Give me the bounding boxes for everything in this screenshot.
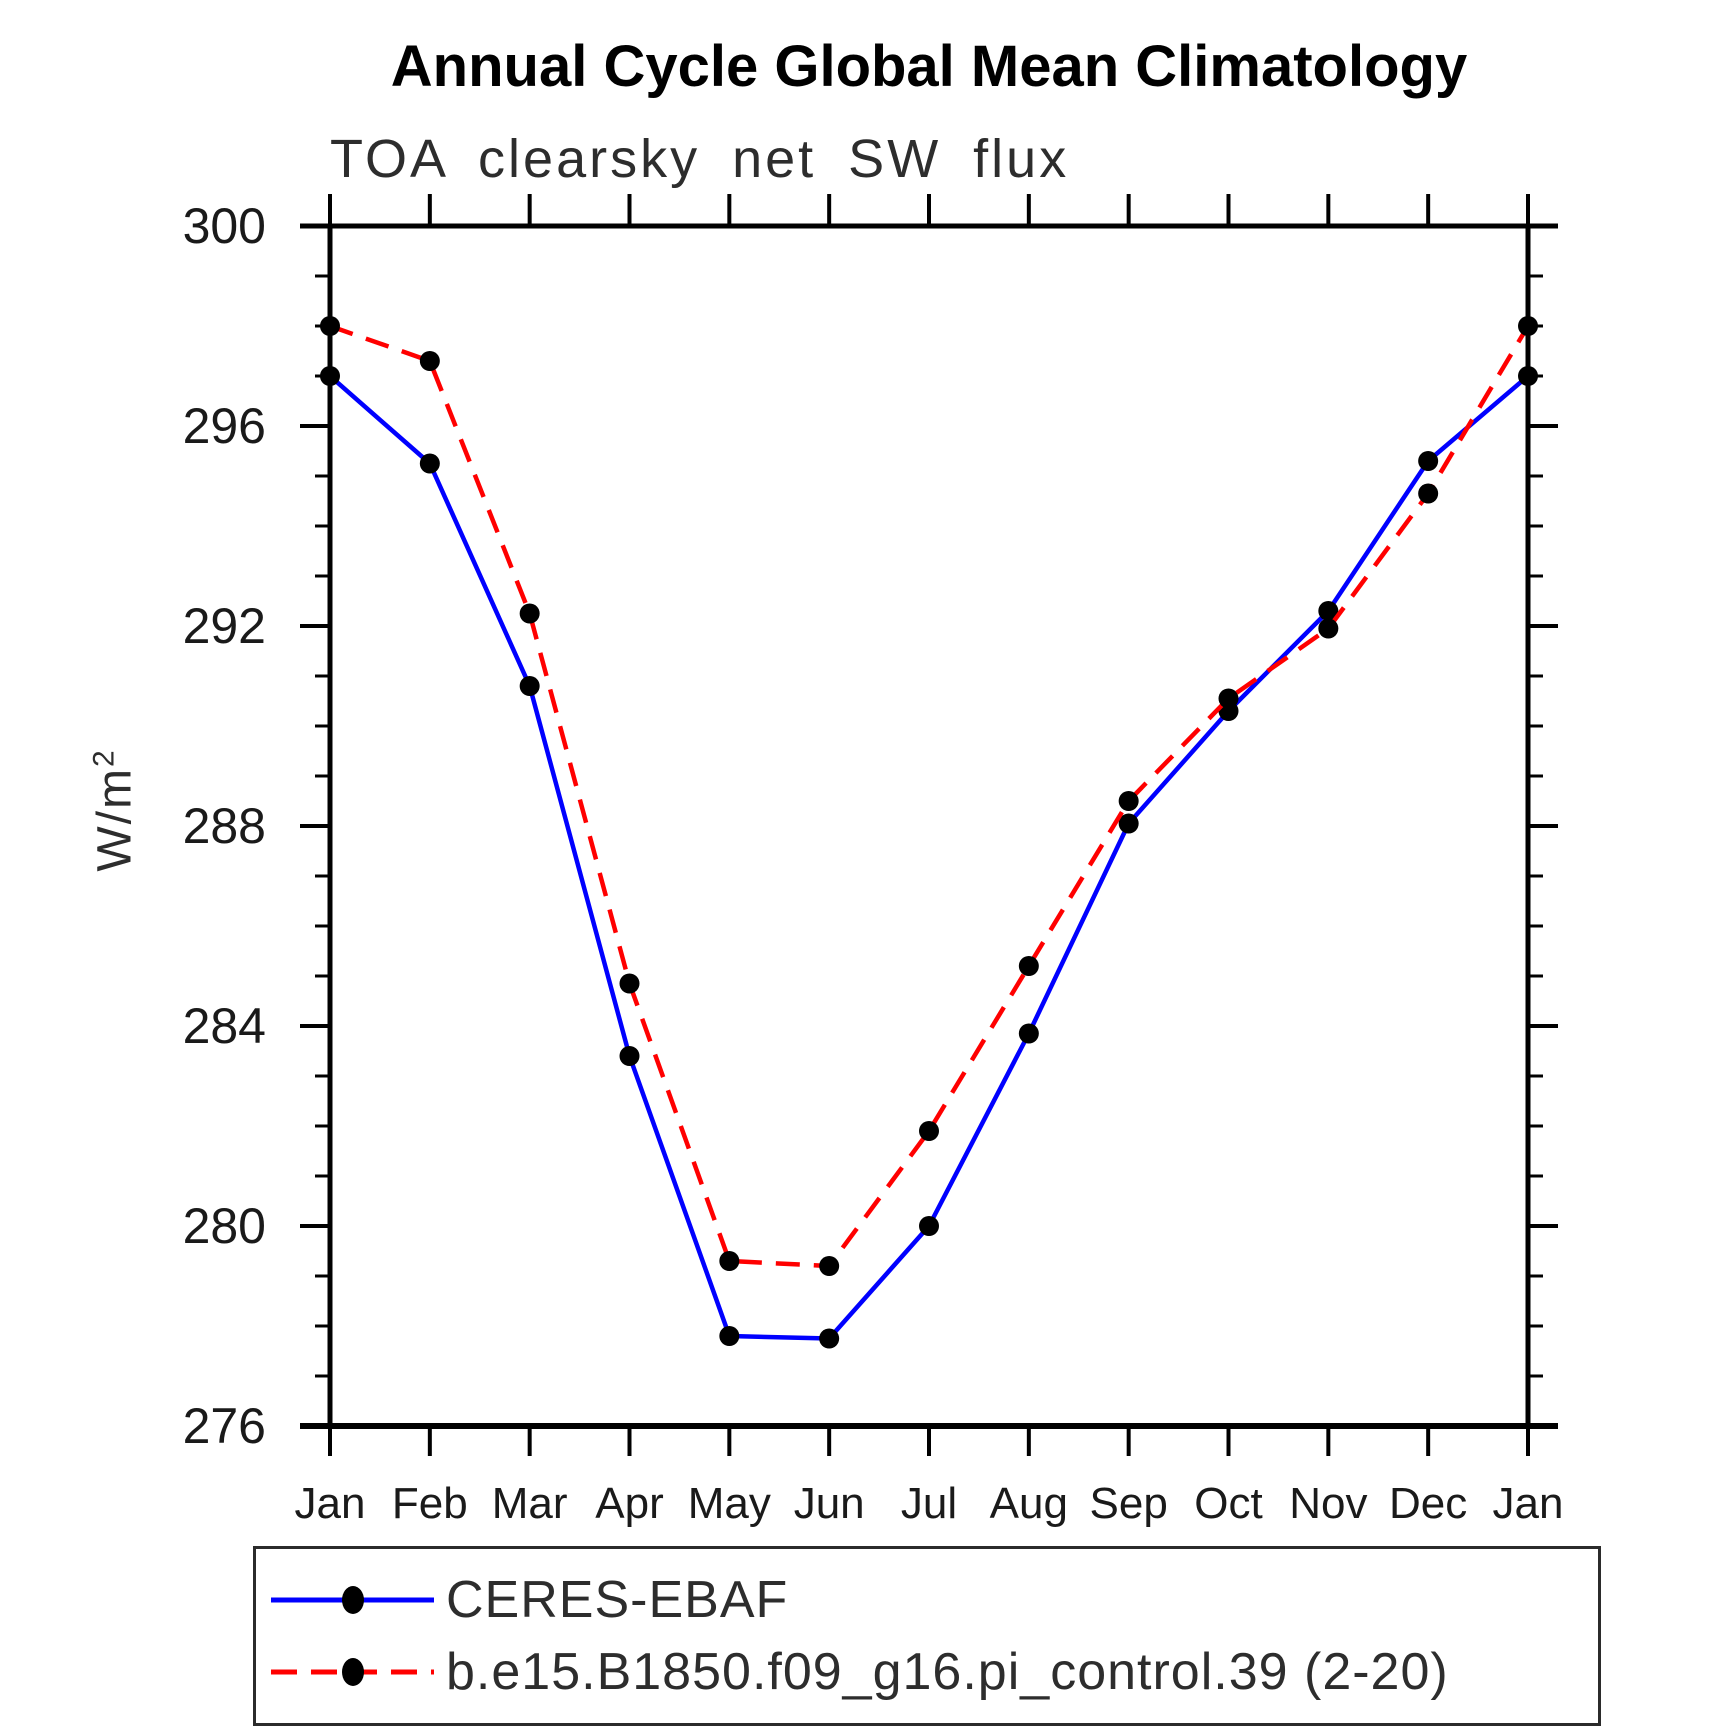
data-point-marker — [819, 1328, 840, 1349]
data-point-marker — [320, 316, 340, 336]
y-axis-tick-label: 288 — [183, 798, 266, 854]
x-axis-tick-label: Jan — [1493, 1479, 1564, 1528]
y-axis-tick-label: 280 — [183, 1198, 266, 1254]
data-point-marker — [1418, 451, 1439, 471]
x-axis-tick-label: Jul — [901, 1479, 957, 1528]
data-point-marker — [619, 1046, 640, 1066]
legend-label-model: b.e15.B1850.f09_g16.pi_control.39 (2-20) — [446, 1643, 1449, 1701]
legend: CERES-EBAF b.e15.B1850.f09_g16.pi_contro… — [253, 1546, 1601, 1726]
x-axis-tick-label: Jun — [794, 1479, 865, 1528]
data-point-marker — [1018, 956, 1039, 976]
data-point-marker — [1118, 813, 1139, 834]
data-point-marker — [919, 1121, 939, 1141]
data-point-marker — [1318, 618, 1339, 639]
data-point-marker — [1518, 366, 1538, 386]
y-axis-tick-label: 300 — [183, 198, 266, 254]
x-axis-tick-label: Aug — [990, 1479, 1068, 1528]
y-axis-tick-label: 296 — [183, 398, 266, 454]
data-point-marker — [719, 1251, 740, 1271]
data-point-marker — [320, 366, 340, 386]
y-axis-tick-label: 292 — [183, 598, 266, 654]
data-point-marker — [419, 351, 440, 371]
x-axis-tick-label: Feb — [392, 1479, 468, 1528]
x-axis-tick-label: Dec — [1389, 1479, 1467, 1528]
data-point-marker — [519, 676, 540, 696]
data-point-marker — [919, 1216, 939, 1236]
data-point-marker — [419, 453, 440, 474]
legend-item-model: b.e15.B1850.f09_g16.pi_control.39 (2-20) — [256, 1636, 1598, 1708]
legend-item-ceres: CERES-EBAF — [256, 1564, 1598, 1636]
data-point-marker — [1218, 688, 1239, 709]
data-point-marker — [1418, 483, 1439, 504]
legend-key-solid-line — [271, 1586, 434, 1614]
x-axis-tick-label: Oct — [1194, 1479, 1262, 1528]
legend-key-dashed-line — [271, 1658, 434, 1686]
x-axis-tick-label: Nov — [1289, 1479, 1367, 1528]
x-axis-tick-label: Sep — [1090, 1479, 1168, 1528]
chart-subtitle: TOA clearsky net SW flux — [330, 129, 1070, 189]
chart-title: Annual Cycle Global Mean Climatology — [390, 34, 1468, 99]
data-point-marker — [719, 1326, 740, 1346]
y-axis-tick-label: 276 — [183, 1398, 266, 1454]
series-line-ceres — [328, 374, 1530, 1341]
y-axis-tick-label: 284 — [183, 998, 266, 1054]
data-point-marker — [1518, 316, 1538, 336]
x-axis-tick-label: May — [688, 1479, 771, 1528]
data-point-marker — [519, 603, 540, 624]
x-axis-tick-label: Mar — [492, 1479, 568, 1528]
data-point-marker — [1318, 601, 1339, 621]
data-point-marker — [1118, 791, 1139, 811]
x-axis-tick-label: Apr — [595, 1479, 663, 1528]
data-point-marker — [619, 973, 640, 994]
x-axis-tick-label: Jan — [295, 1479, 366, 1528]
data-point-marker — [1018, 1023, 1039, 1044]
data-point-marker — [819, 1256, 840, 1276]
legend-label-ceres: CERES-EBAF — [446, 1571, 789, 1629]
